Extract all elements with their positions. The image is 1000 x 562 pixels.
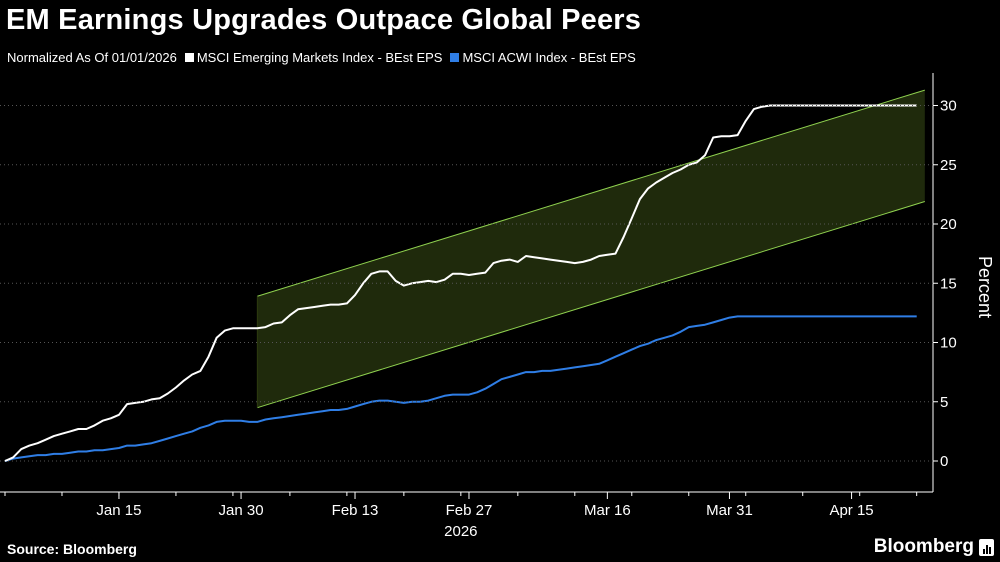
axes-group: 0 5 10 15 20 25 30 Jan 15 Jan 30 Feb 13 Feb 27 Mar … — [0, 73, 995, 540]
channel-lower-edge — [257, 201, 925, 409]
y-tick-label: 20 — [940, 216, 957, 233]
x-tick-label: Mar 31 — [706, 502, 753, 519]
brand: Bloomberg — [874, 536, 994, 558]
y-tick-label: 15 — [940, 275, 957, 292]
legend-label-acwi: MSCI ACWI Index - BEst EPS — [462, 50, 636, 65]
y-tick-label: 0 — [940, 453, 948, 470]
x-tick-label: Jan 15 — [96, 502, 141, 519]
legend-item-acwi: MSCI ACWI Index - BEst EPS — [450, 50, 636, 65]
y-tick-label: 25 — [940, 157, 957, 174]
legend-label-em: MSCI Emerging Markets Index - BEst EPS — [196, 50, 443, 65]
channel-fill — [257, 90, 925, 408]
x-axis-label: 2026 — [444, 523, 477, 540]
y-axis-label: Percent — [975, 256, 995, 318]
y-tick-label: 10 — [940, 335, 957, 352]
x-tick-label: Jan 30 — [219, 502, 264, 519]
series-group — [4, 104, 917, 462]
x-tick-label: Mar 16 — [584, 502, 631, 519]
source-note: Source: Bloomberg — [7, 541, 137, 557]
subtitle-text: Normalized As Of 01/01/2026 — [7, 50, 177, 65]
legend-subtitle: Normalized As Of 01/01/2026 — [7, 50, 177, 65]
series-line-acwi — [4, 315, 917, 462]
chart-title: EM Earnings Upgrades Outpace Global Peer… — [6, 4, 642, 36]
x-tick-label: Feb 27 — [446, 502, 493, 519]
brand-name: Bloomberg — [873, 536, 974, 557]
channel-group — [256, 89, 925, 409]
x-tick-label: Apr 15 — [829, 502, 873, 519]
channel-upper-edge — [257, 89, 925, 297]
legend-swatch-em — [184, 53, 194, 62]
legend: Normalized As Of 01/01/2026 MSCI Emergin… — [7, 50, 644, 65]
legend-item-em: MSCI Emerging Markets Index - BEst EPS — [184, 50, 443, 65]
legend-swatch-acwi — [450, 53, 460, 62]
y-tick-label: 30 — [940, 98, 957, 115]
bloomberg-logo-icon — [979, 538, 994, 556]
y-tick-label: 5 — [940, 394, 948, 411]
x-tick-label: Feb 13 — [332, 502, 379, 519]
series-line-em — [4, 104, 917, 462]
